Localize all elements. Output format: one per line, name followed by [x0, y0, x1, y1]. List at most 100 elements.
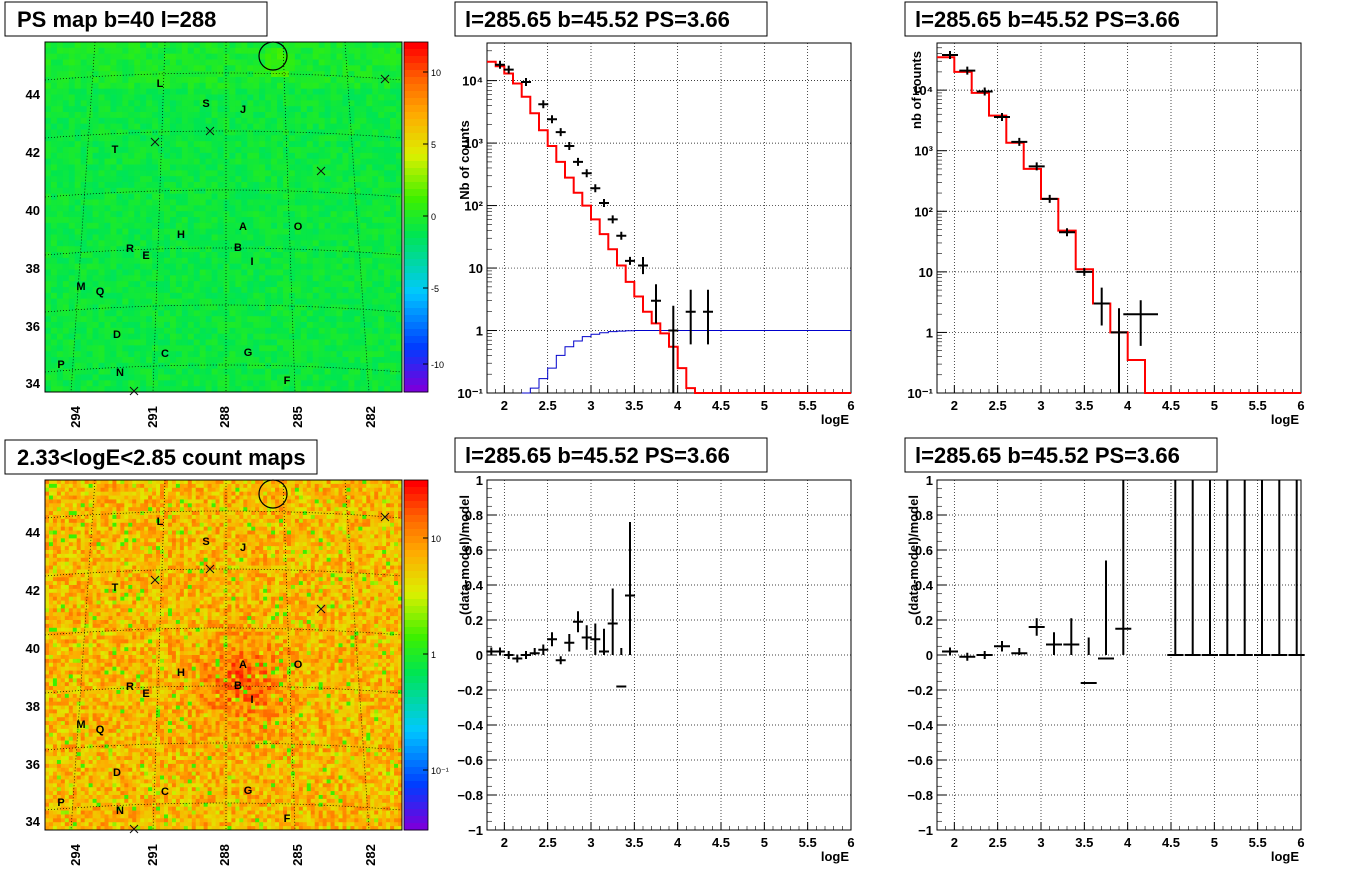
p1-map-cell — [223, 164, 230, 171]
p1-map-cell — [128, 176, 135, 183]
p4-map-cell — [64, 643, 70, 648]
p1-map-cell — [50, 42, 58, 49]
p1-map-cell — [104, 281, 111, 288]
p1-map-cell — [229, 246, 236, 253]
p1-map-cell — [384, 123, 391, 130]
p4-map-cell — [56, 538, 62, 543]
p4-map-cell — [60, 569, 66, 574]
p1-map-cell — [217, 292, 224, 300]
p1-map-cell — [193, 217, 201, 224]
p1-map-cell — [122, 170, 129, 177]
p1-map-cell — [74, 351, 82, 358]
p1-map-cell — [300, 304, 308, 311]
p1-map-cell — [205, 327, 212, 335]
p1-map-cell — [384, 351, 391, 358]
p1-map-cell — [247, 310, 254, 317]
p1-map-cell — [146, 129, 153, 136]
p4-map-cell — [45, 732, 50, 738]
p4-map-cell — [72, 814, 78, 819]
p1-map-cell — [348, 112, 355, 119]
p1-map-cell — [253, 106, 260, 113]
p1-map-cell — [223, 53, 230, 60]
p1-map-cell — [134, 47, 141, 55]
p1-map-cell — [152, 71, 159, 78]
p4-map-cell — [52, 740, 58, 745]
p4-map-cell — [100, 522, 105, 528]
p1-map-cell — [330, 47, 337, 55]
p4-map-cell — [60, 783, 66, 788]
p1-colorbar-step — [404, 217, 428, 225]
p1-map-cell — [68, 158, 76, 165]
p1-map-cell — [253, 269, 260, 276]
p1-map-cell — [116, 147, 123, 154]
p1-map-cell — [360, 246, 367, 253]
p4-map-cell — [92, 577, 97, 582]
p1-map-cell — [211, 351, 218, 358]
p4-map-cell — [45, 795, 50, 800]
p1-map-cell — [122, 158, 129, 165]
p1-map-cell — [306, 374, 314, 381]
p1-map-cell — [140, 53, 147, 60]
p4-map-cell — [76, 728, 82, 734]
p1-map-cell — [229, 333, 236, 340]
p1-map-cell — [336, 176, 343, 183]
p1-map-cell — [396, 176, 403, 183]
p4-map-cell — [64, 604, 70, 609]
p1-map-cell — [247, 275, 254, 282]
p1-map-cell — [241, 71, 248, 78]
p4-map-cell — [56, 798, 62, 804]
p1-map-cell — [193, 304, 201, 311]
p1-map-cell — [378, 59, 385, 66]
p1-map-cell — [348, 106, 355, 113]
p1-map-cell — [45, 182, 52, 189]
p1-map-cell — [384, 199, 391, 206]
p1-map-cell — [318, 176, 326, 183]
p1-map-cell — [372, 106, 379, 113]
p4-map-cell — [84, 756, 90, 761]
p1-map-cell — [110, 100, 117, 107]
p4-map-cell — [56, 701, 62, 706]
p1-map-cell — [330, 65, 337, 72]
p4-map-cell — [72, 662, 78, 668]
p1-map-cell — [378, 147, 385, 154]
p1-map-cell — [300, 205, 308, 212]
p1-map-cell — [80, 351, 88, 358]
p1-map-cell — [265, 339, 272, 346]
p1-map-cell — [116, 380, 123, 387]
p1-map-cell — [384, 170, 391, 177]
p1-map-cell — [300, 176, 308, 183]
p1-map-cell — [122, 234, 129, 241]
p4-map-cell — [60, 592, 66, 598]
p1-map-cell — [372, 310, 379, 317]
p1-map-cell — [74, 222, 82, 230]
p1-map-cell — [122, 345, 129, 352]
p1-map-cell — [80, 65, 88, 72]
p1-map-cell — [140, 176, 147, 183]
p1-map-cell — [277, 362, 284, 370]
p4-map-cell — [45, 666, 50, 671]
p1-map-cell — [259, 351, 266, 358]
p1-map-cell — [366, 82, 373, 90]
p4-map-cell — [72, 732, 78, 738]
p1-map-cell — [158, 222, 165, 230]
p1-map-cell — [247, 106, 254, 113]
p4-map-cell — [80, 818, 86, 823]
p1-map-cell — [181, 205, 189, 212]
p1-map-cell — [294, 234, 302, 241]
p4-map-cell — [76, 744, 82, 749]
p1-map-cell — [110, 257, 117, 265]
p1-map-cell — [146, 77, 153, 84]
p1-map-cell — [247, 82, 254, 90]
p4-map-cell — [96, 728, 101, 734]
p1-map-cell — [211, 339, 218, 346]
p4-map-cell — [92, 495, 97, 500]
p1-map-cell — [80, 53, 88, 60]
p1-map-cell — [306, 257, 314, 265]
p1-map-cell — [211, 94, 218, 101]
p4-map-cell — [64, 561, 70, 566]
p1-map-cell — [384, 141, 391, 148]
p1-map-cell — [390, 88, 397, 95]
p1-map-cell — [330, 164, 337, 171]
p1-map-cell — [330, 362, 337, 370]
p1-map-cell — [110, 112, 117, 119]
